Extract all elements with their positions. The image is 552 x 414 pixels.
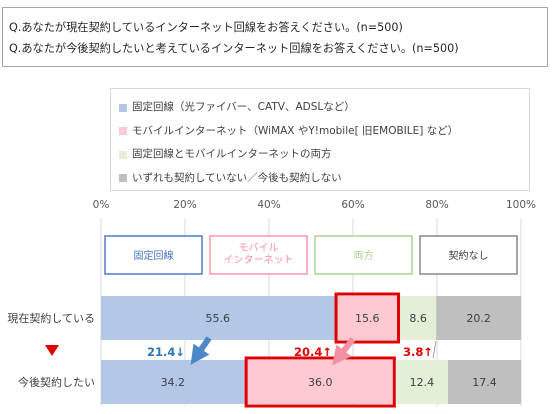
data-label: 12.4 <box>410 376 435 389</box>
x-tick-label: 20% <box>173 199 196 211</box>
legend-item-fixed: 固定回線（光ファイバー、CATV、ADSLなど） <box>119 96 529 120</box>
bar-segment <box>334 296 401 340</box>
legend-label-fixed: 固定回線（光ファイバー、CATV、ADSLなど） <box>132 101 355 113</box>
bar-segment <box>101 360 245 404</box>
x-tick-label: 0% <box>93 199 110 211</box>
segment-header-box <box>104 235 203 275</box>
data-label: 55.6 <box>206 312 231 325</box>
change-label: 3.8↑ <box>403 345 433 359</box>
legend-swatch-mobile <box>119 127 127 136</box>
bar-segment <box>244 360 396 404</box>
highlight-frame <box>244 356 396 408</box>
down-triangle-icon <box>45 345 59 356</box>
x-tick-label: 40% <box>257 199 280 211</box>
change-arrow-down <box>190 336 212 365</box>
x-axis-ticks: 0% 20% 40% 60% 80% 100% <box>93 199 536 211</box>
change-label: 20.4↑ <box>294 345 332 359</box>
segment-header-label: モバイルインターネット <box>224 242 294 266</box>
bar-segment <box>447 360 521 404</box>
data-label: 34.2 <box>161 376 186 389</box>
legend-swatch-none <box>119 174 127 183</box>
legend-item-none: いずれも契約していない／今後も契約しない <box>119 167 529 191</box>
question-1: Q.あなたが現在契約しているインターネット回線をお答えください。(n=500) <box>9 21 403 34</box>
bar-segment <box>436 296 521 340</box>
question-2: Q.あなたが今後契約したいと考えているインターネット回線をお答えください。(n=… <box>9 42 459 55</box>
x-tick-label: 100% <box>506 199 536 211</box>
segment-header-box <box>419 235 518 275</box>
segment-header-box <box>209 235 308 275</box>
legend-label-none: いずれも契約していない／今後も契約しない <box>132 171 342 184</box>
highlight-frame <box>334 292 401 344</box>
chart-legend: 固定回線（光ファイバー、CATV、ADSLなど） モバイルインターネット（WiM… <box>110 88 530 191</box>
category-label: 今後契約したい <box>18 375 95 389</box>
legend-swatch-both <box>119 150 127 159</box>
bar-segment <box>101 296 335 340</box>
category-label: 現在契約している <box>7 311 95 325</box>
x-tick-label: 60% <box>341 199 364 211</box>
legend-item-both: 固定回線とモバイルインターネットの両方 <box>119 143 529 167</box>
data-label: 17.4 <box>472 376 497 389</box>
data-label: 36.0 <box>308 376 333 389</box>
segment-headers: 固定回線 モバイルインターネット 両方 契約なし <box>104 235 518 275</box>
bar-segments: 55.6 15.6 8.6 20.2 34.2 36.0 12.4 17.4 <box>101 292 521 408</box>
question-box: Q.あなたが現在契約しているインターネット回線をお答えください。(n=500) … <box>2 7 548 67</box>
legend-item-mobile: モバイルインターネット（WiMAX やY!mobile[ 旧EMOBILE] な… <box>119 120 529 144</box>
segment-header-label: 契約なし <box>449 249 489 262</box>
change-label: 21.4↓ <box>147 345 185 359</box>
data-label: 8.6 <box>409 312 427 325</box>
legend-swatch-fixed <box>119 103 127 112</box>
segment-header-label: 固定回線 <box>134 249 174 262</box>
segment-header-box <box>314 235 413 275</box>
segment-header-label: 両方 <box>354 249 374 262</box>
legend-label-both: 固定回線とモバイルインターネットの両方 <box>132 148 332 160</box>
bar-segment <box>395 360 448 404</box>
data-label: 20.2 <box>466 312 491 325</box>
legend-label-mobile: モバイルインターネット（WiMAX やY!mobile[ 旧EMOBILE] な… <box>132 124 459 137</box>
x-tick-label: 80% <box>425 199 448 211</box>
bar-segment <box>400 296 437 340</box>
change-annotations: 21.4↓ 20.4↑ 3.8↑ <box>147 336 437 366</box>
change-arrow-up <box>332 337 356 366</box>
data-label: 15.6 <box>355 312 380 325</box>
change-leader-line <box>432 340 437 359</box>
